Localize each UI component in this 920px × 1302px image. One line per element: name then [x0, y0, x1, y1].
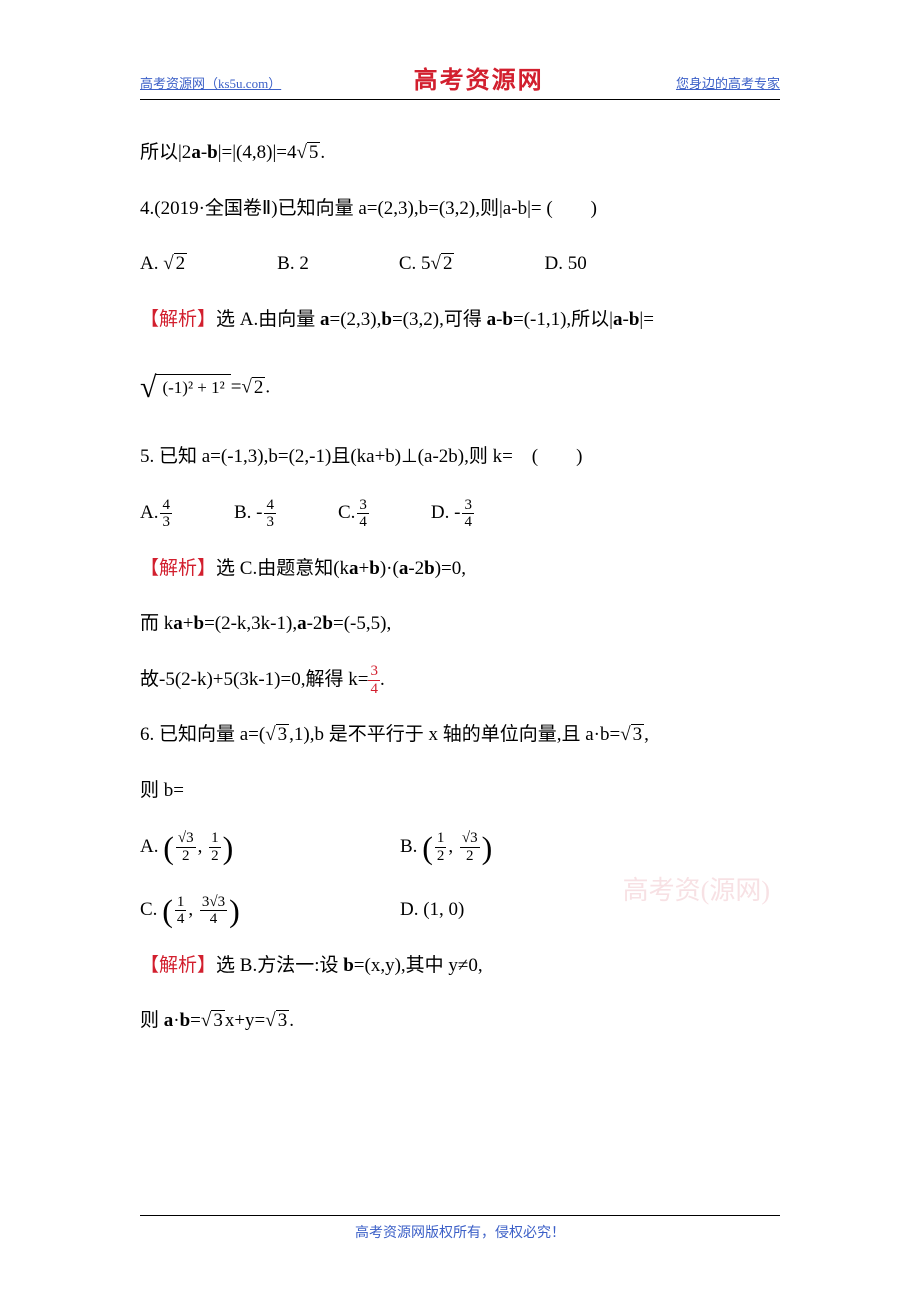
option-6d: D. (1, 0): [400, 887, 660, 933]
page-header: 高考资源网（ks5u.com） 高考资源网 您身边的高考专家: [140, 60, 780, 100]
question-6-line1: 6. 已知向量 a=(√3,1),b 是不平行于 x 轴的单位向量,且 a·b=…: [140, 712, 780, 758]
option-4a: A. √2: [140, 241, 187, 287]
answer-5-line2: 而 ka+b=(2-k,3k-1),a-2b=(-5,5),: [140, 601, 780, 647]
answer-4-line2: √(-1)² + 1²=√2.: [140, 352, 780, 424]
question-5: 5. 已知 a=(-1,3),b=(2,-1)且(ka+b)⊥(a-2b),则 …: [140, 434, 780, 480]
option-4b: B. 2: [277, 241, 309, 287]
prev-answer-continuation: 所以|2a-b|=|(4,8)|=4√5.: [140, 130, 780, 176]
answer-5-line3: 故-5(2-k)+5(3k-1)=0,解得 k=34.: [140, 657, 780, 703]
header-tagline: 您身边的高考专家: [676, 73, 780, 92]
question-6-line2: 则 b=: [140, 768, 780, 814]
option-4d: D. 50: [544, 241, 586, 287]
option-5d: D. -34: [431, 490, 476, 536]
option-6b: B. (12, √32): [400, 824, 660, 870]
answer-4-line1: 【解析】选 A.由向量 a=(2,3),b=(3,2),可得 a-b=(-1,1…: [140, 297, 780, 343]
header-site-url: 高考资源网（ks5u.com）: [140, 73, 281, 92]
watermark: 高考资(源网): [623, 870, 770, 907]
question-4: 4.(2019·全国卷Ⅱ)已知向量 a=(2,3),b=(3,2),则|a-b|…: [140, 186, 780, 232]
question-5-options: A.43 B. -43 C.34 D. -34: [140, 490, 780, 536]
header-title: 高考资源网: [414, 60, 544, 95]
answer-5-line1: 【解析】选 C.由题意知(ka+b)·(a-2b)=0,: [140, 546, 780, 592]
answer-6-line2: 则 a·b=√3x+y=√3.: [140, 998, 780, 1044]
option-5b: B. -43: [234, 490, 278, 536]
page-footer: 高考资源网版权所有，侵权必究！: [140, 1215, 780, 1242]
answer-label: 【解析】: [140, 309, 216, 330]
option-6a: A. (√32, 12): [140, 824, 400, 870]
question-4-options: A. √2 B. 2 C. 5√2 D. 50: [140, 241, 780, 287]
answer-6-line1: 【解析】选 B.方法一:设 b=(x,y),其中 y≠0,: [140, 943, 780, 989]
option-5c: C.34: [338, 490, 371, 536]
option-4c: C. 5√2: [399, 241, 455, 287]
option-6c: C. (14, 3√34): [140, 887, 400, 933]
option-5a: A.43: [140, 490, 174, 536]
